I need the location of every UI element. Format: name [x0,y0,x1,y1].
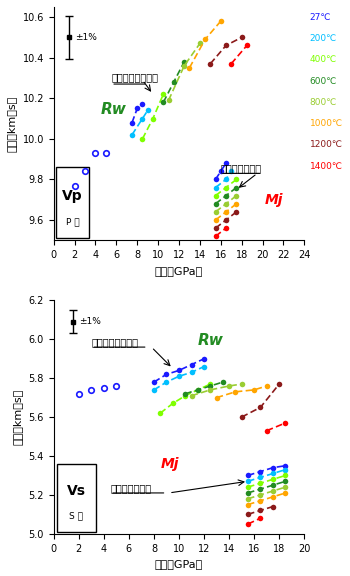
Text: メージャライト: メージャライト [110,483,151,493]
Text: 27℃: 27℃ [309,13,331,21]
Text: 1200℃: 1200℃ [309,141,343,149]
Text: メージャライト: メージャライト [221,164,262,173]
Text: 800℃: 800℃ [309,98,337,107]
Text: S 波: S 波 [69,511,83,521]
Text: 1000℃: 1000℃ [309,119,343,128]
X-axis label: 圧力（GPa）: 圧力（GPa） [155,266,203,275]
Text: Mj: Mj [265,193,283,207]
Text: 600℃: 600℃ [309,77,337,85]
Text: P 波: P 波 [66,218,79,226]
Text: Mj: Mj [160,457,179,471]
FancyBboxPatch shape [56,167,89,238]
Text: 200℃: 200℃ [309,34,337,43]
Text: 400℃: 400℃ [309,55,337,64]
FancyBboxPatch shape [57,464,96,532]
Text: Vs: Vs [67,484,86,498]
Text: Vp: Vp [62,189,83,203]
Y-axis label: 速度（km／s）: 速度（km／s） [13,389,23,445]
Text: リングウッダイト: リングウッダイト [111,72,158,82]
Y-axis label: 速度（km／s）: 速度（km／s） [7,96,17,151]
Text: ±1%: ±1% [79,317,101,327]
X-axis label: 圧力（GPa）: 圧力（GPa） [155,559,203,569]
Text: 1400℃: 1400℃ [309,162,343,170]
Text: リングウッダイト: リングウッダイト [91,337,138,347]
Text: Rw: Rw [101,103,127,118]
Text: ±1%: ±1% [75,33,97,42]
Text: Rw: Rw [198,333,224,348]
